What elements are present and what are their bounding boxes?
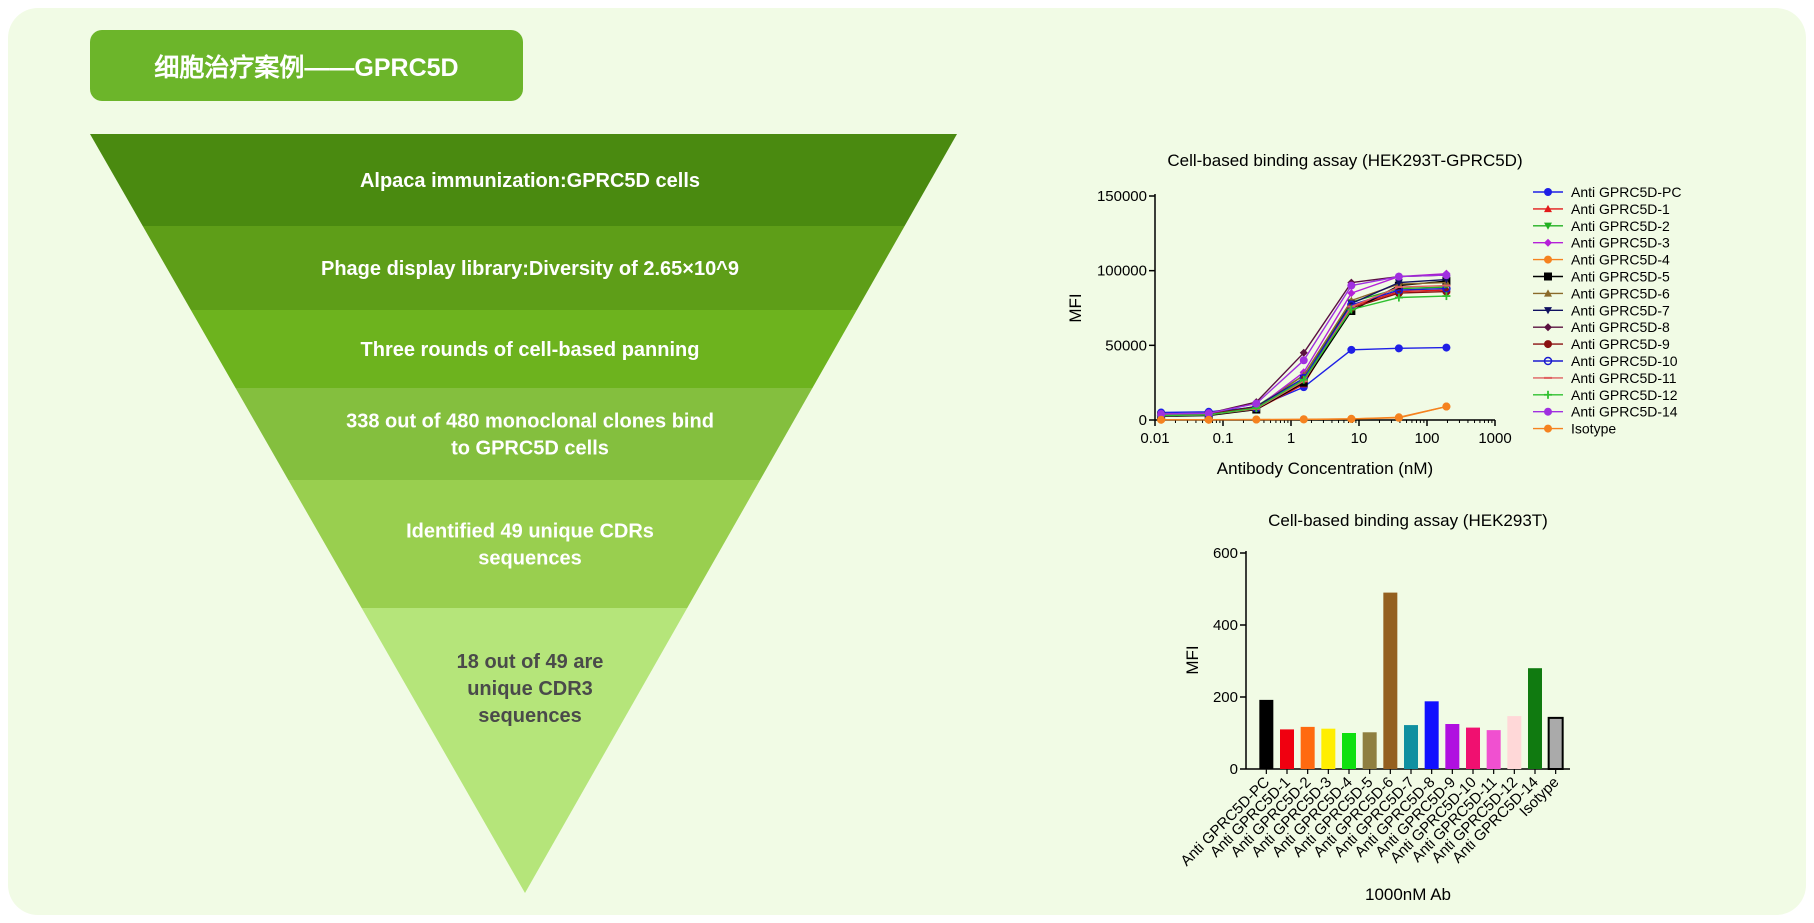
- funnel-step-text: Three rounds of cell-based panning: [361, 339, 700, 361]
- funnel-step-4: [235, 388, 813, 480]
- funnel-step-5: [288, 480, 761, 608]
- funnel-step-text: unique CDR3: [467, 678, 593, 700]
- funnel-step-6: [361, 608, 688, 893]
- funnel-step-text: Identified 49 unique CDRs: [406, 521, 654, 543]
- funnel-step-text: sequences: [478, 548, 581, 570]
- funnel-step-text: to GPRC5D cells: [451, 438, 609, 460]
- funnel-step-text: sequences: [478, 705, 581, 727]
- funnel-step-2: [142, 226, 905, 310]
- funnel-step-text: Alpaca immunization:GPRC5D cells: [360, 170, 700, 192]
- funnel-step-1: [90, 134, 957, 226]
- page-title: 细胞治疗案例——GPRC5D: [90, 30, 523, 101]
- funnel-step-3: [190, 310, 857, 388]
- funnel-step-text: 18 out of 49 are: [457, 651, 604, 673]
- funnel-diagram: Alpaca immunization:GPRC5D cells Phage di…: [90, 134, 957, 893]
- funnel-step-text: Phage display library:Diversity of 2.65×…: [321, 258, 739, 280]
- funnel-step-text: 338 out of 480 monoclonal clones bind: [346, 411, 714, 433]
